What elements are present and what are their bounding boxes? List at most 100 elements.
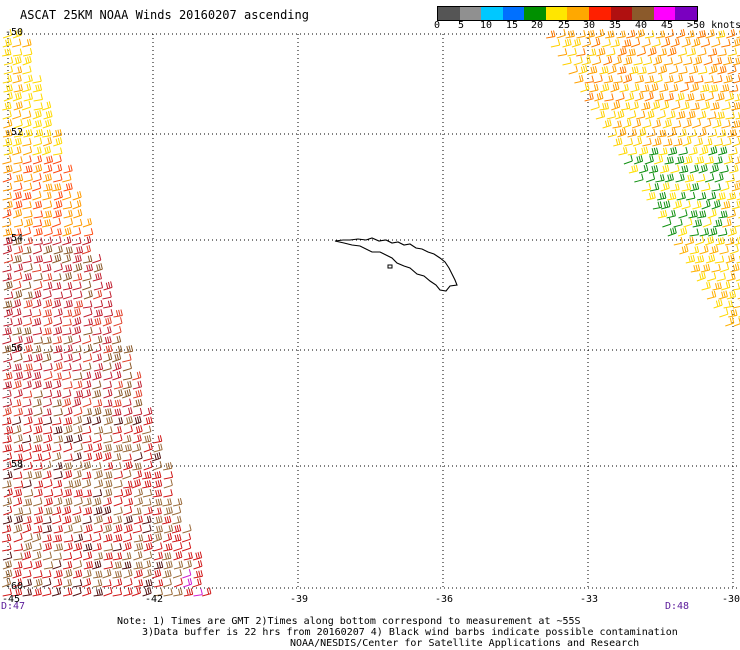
- wind-barb: [715, 237, 725, 246]
- wind-barb: [33, 128, 44, 138]
- wind-barb: [2, 138, 13, 147]
- wind-barb: [63, 497, 73, 507]
- wind-barb: [714, 255, 725, 264]
- wind-barb: [656, 109, 666, 120]
- wind-barb: [82, 255, 93, 264]
- wind-barb: [22, 451, 32, 462]
- wind-barb: [719, 263, 730, 273]
- wind-barb: [22, 425, 32, 435]
- wind-barb: [52, 560, 62, 570]
- wind-barb: [133, 497, 143, 507]
- wind-barb: [641, 183, 652, 192]
- wind-barb: [73, 208, 83, 219]
- wind-barb: [728, 147, 738, 156]
- wind-barb: [32, 264, 42, 273]
- wind-barb: [52, 552, 62, 561]
- wind-barb: [667, 192, 677, 201]
- wind-barb: [33, 462, 43, 471]
- wind-barb: [735, 279, 740, 282]
- wind-barb: [102, 316, 112, 327]
- wind-barb: [728, 309, 738, 318]
- wind-barb: [2, 38, 12, 48]
- wind-barb: [704, 156, 714, 165]
- wind-barb: [12, 380, 22, 390]
- wind-barb: [12, 588, 23, 597]
- wind-barb: [617, 127, 627, 138]
- wind-barb: [694, 255, 705, 264]
- wind-barb: [23, 263, 33, 273]
- wind-barb: [142, 480, 152, 489]
- wind-barb: [122, 362, 132, 372]
- wind-barb: [13, 543, 24, 552]
- wind-barb: [2, 362, 12, 372]
- wind-barb: [716, 192, 726, 201]
- wind-barb: [712, 282, 722, 291]
- wind-barb: [13, 352, 23, 363]
- wind-barb: [703, 138, 713, 147]
- lat-label-58: -58: [5, 459, 24, 470]
- wind-barb: [733, 225, 740, 228]
- wind-barb: [52, 379, 62, 390]
- wind-barb: [133, 569, 143, 579]
- wind-barb: [688, 210, 698, 219]
- wind-barb: [82, 397, 92, 408]
- wind-barb: [718, 210, 728, 219]
- wind-barb: [93, 506, 103, 516]
- wind-barb: [182, 524, 192, 534]
- wind-barb: [13, 182, 23, 192]
- wind-barb: [691, 37, 701, 48]
- wind-barb: [3, 308, 13, 318]
- wind-barb: [132, 380, 143, 390]
- wind-barb: [123, 480, 133, 489]
- wind-barb: [132, 434, 142, 444]
- wind-barb: [633, 155, 644, 165]
- wind-barb: [664, 75, 674, 84]
- lon-label-39: -39: [290, 594, 309, 605]
- wind-barb: [13, 335, 23, 345]
- wind-barb: [142, 568, 152, 579]
- colorbar-swatch-2: [481, 7, 503, 20]
- wind-barb: [13, 218, 24, 228]
- wind-barb: [703, 55, 713, 66]
- wind-barb: [43, 155, 54, 165]
- wind-barb: [711, 183, 721, 192]
- wind-barb: [22, 110, 32, 120]
- wind-barb: [687, 129, 697, 138]
- wind-barb: [21, 507, 32, 516]
- wind-barb: [717, 228, 728, 237]
- wind-barb: [163, 560, 173, 570]
- wind-barb: [62, 290, 73, 300]
- wind-barb: [2, 48, 12, 57]
- wind-barb: [83, 318, 93, 327]
- wind-barb: [171, 524, 182, 534]
- wind-barb: [152, 489, 163, 498]
- wind-barb: [3, 91, 13, 102]
- wind-barb: [13, 434, 23, 444]
- wind-barb: [1, 534, 12, 543]
- wind-barb: [103, 344, 113, 354]
- wind-barb: [700, 101, 710, 111]
- wind-barb: [82, 533, 92, 543]
- wind-barb: [52, 253, 62, 264]
- wind-barb: [53, 308, 63, 318]
- wind-barb: [53, 488, 63, 498]
- wind-barb: [153, 561, 164, 570]
- wind-barb: [103, 461, 113, 471]
- wind-barb: [601, 38, 611, 48]
- wind-barb: [22, 155, 32, 165]
- wind-barb: [689, 245, 700, 255]
- wind-barb: [722, 218, 732, 228]
- wind-barb: [53, 345, 63, 354]
- wind-barb: [111, 453, 122, 462]
- wind-barb: [103, 416, 113, 426]
- wind-barb: [143, 579, 153, 588]
- wind-barb: [152, 507, 162, 516]
- wind-barb: [13, 263, 23, 273]
- wind-barb: [12, 308, 22, 318]
- wind-barb: [142, 551, 153, 561]
- wind-barb: [52, 154, 62, 165]
- wind-barb: [33, 425, 43, 435]
- wind-barb: [53, 147, 63, 156]
- wind-barb: [12, 208, 23, 219]
- wind-barb: [581, 56, 591, 66]
